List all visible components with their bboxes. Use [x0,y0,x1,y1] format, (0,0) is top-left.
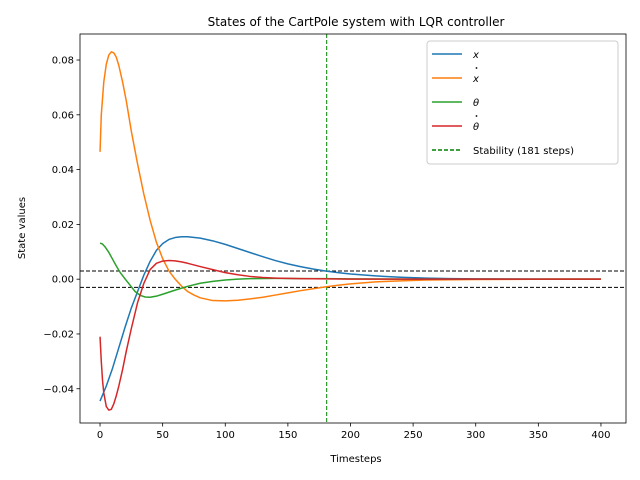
x-axis-ticks: 0 50 100 150 200 250 300 350 400 [97,423,611,441]
y-tick-label: 0.08 [52,56,74,67]
legend-dot-accent [475,115,478,117]
legend-label: x [472,50,479,61]
plot-frame [79,33,627,424]
y-axis-ticks: −0.04 −0.02 0.00 0.02 0.04 0.06 0.08 [43,56,80,395]
y-tick-label: 0.06 [52,110,74,121]
x-tick-label: 250 [404,430,423,441]
legend: x x θ θ Stability (181 steps) [426,40,619,165]
x-tick-label: 350 [529,430,548,441]
legend-entry: θ [432,115,479,133]
x-tick-label: 50 [156,430,169,441]
y-tick-label: 0.00 [52,275,74,286]
series-lines [99,51,601,411]
y-tick-label: 0.04 [52,165,74,176]
x-tick-label: 150 [278,430,297,441]
legend-entry: x [432,67,479,85]
x-tick-label: 400 [591,430,610,441]
legend-entry: Stability (181 steps) [432,146,574,157]
reference-lines [80,34,626,423]
legend-label: θ [473,98,479,109]
chart-title: States of the CartPole system with LQR c… [208,15,505,29]
y-axis-label: State values [17,197,28,259]
legend-entry: x [432,50,479,61]
legend-dot-accent [475,67,478,69]
x-axis-label: Timesteps [329,454,381,465]
legend-label: Stability (181 steps) [473,146,574,157]
legend-entry: θ [432,98,479,109]
series-line-theta [99,242,601,299]
x-tick-label: 300 [466,430,485,441]
x-tick-label: 0 [97,430,103,441]
x-tick-label: 200 [341,430,360,441]
legend-label: θ [473,122,479,133]
series-line-x-dot [99,51,601,302]
y-tick-label: −0.04 [43,384,74,395]
series-line-theta-dot [99,259,601,411]
y-tick-label: 0.02 [52,220,74,231]
legend-label: x [472,74,479,85]
y-tick-label: −0.02 [43,329,74,340]
x-tick-label: 100 [216,430,235,441]
legend-box [426,40,619,165]
series-line-x [99,235,601,402]
